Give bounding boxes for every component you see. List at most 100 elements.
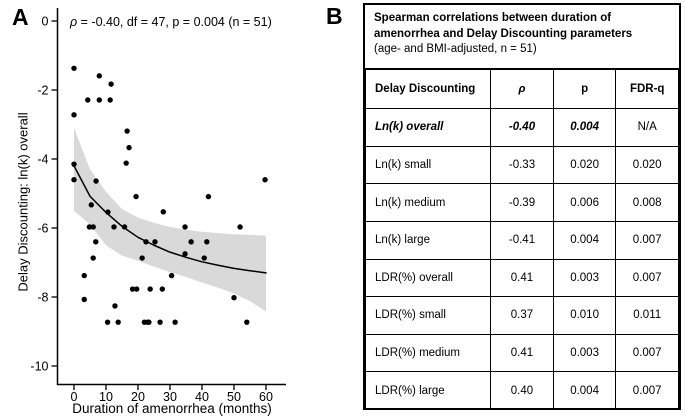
scatter-point (71, 177, 77, 183)
rho-cell: -0.33 (490, 145, 554, 185)
correlation-annotation: ρ = -0.40, df = 47, p = 0.004 (n = 51) (70, 15, 272, 29)
rho-cell: -0.39 (490, 183, 554, 222)
fdr-q-cell: 0.020 (615, 145, 679, 185)
scatter-point (188, 239, 194, 245)
p-cell: 0.004 (552, 220, 617, 260)
rho-cell: 0.40 (490, 371, 554, 410)
scatter-chart: 0 10 20 30 40 50 60 0 -2 -4 -6 -8 -10 (30, 8, 286, 404)
scatter-point (71, 161, 77, 167)
table-row: LDR(%) small 0.37 0.010 0.011 (364, 296, 679, 335)
y-axis-label: Delay Discounting: ln(k) overall (15, 112, 31, 292)
correlation-table: Spearman correlations between duration o… (363, 3, 681, 410)
table-row: Ln(k) small -0.33 0.020 0.020 (364, 145, 679, 185)
header-row: Delay Discounting ρ p FDR-q (364, 69, 679, 109)
p-cell: 0.006 (552, 183, 617, 222)
scatter-point (134, 286, 140, 292)
table-row: LDR(%) large 0.40 0.004 0.007 (364, 371, 679, 410)
scatter-point (90, 255, 96, 261)
rho-cell: 0.41 (490, 258, 554, 298)
scatter-point (88, 202, 94, 208)
scatter-point (111, 224, 117, 230)
y-tick-label: -2 (37, 84, 48, 98)
table-title: Spearman correlations between duration o… (365, 5, 679, 69)
scatter-point (93, 239, 99, 245)
p-cell: 0.020 (552, 145, 617, 185)
x-tick-label: 10 (99, 390, 113, 404)
column-header-rho: ρ (490, 69, 554, 109)
fdr-q-cell: 0.007 (615, 333, 679, 373)
scatter-point (182, 224, 188, 230)
x-tick-label: 40 (195, 390, 209, 404)
fdr-q-cell: N/A (615, 108, 679, 147)
column-header-fdr-q: FDR-q (615, 69, 679, 109)
scatter-point (81, 296, 87, 303)
scatter-point (143, 239, 149, 245)
x-tick-label: 30 (163, 390, 177, 404)
rho-cell: -0.40 (490, 108, 554, 147)
scatter-point (231, 294, 237, 301)
parameter-cell: Ln(k) medium (364, 183, 492, 222)
confidence-band (74, 127, 266, 312)
x-tick-label: 50 (227, 390, 241, 404)
scatter-point (107, 97, 113, 103)
scatter-point (71, 112, 77, 118)
panel-a-label: A (12, 4, 29, 30)
scatter-point (133, 193, 139, 200)
stats-table: Delay Discounting ρ p FDR-q Ln(k) overal… (364, 69, 679, 410)
parameter-cell: LDR(%) small (364, 296, 492, 335)
column-header-p: p (552, 69, 617, 109)
x-axis-label: Duration of amenorrhea (months) (72, 401, 272, 416)
y-tick-label: -10 (30, 360, 48, 374)
scatter-point (96, 73, 102, 79)
scatter-point (152, 239, 158, 245)
scatter-point (168, 272, 175, 279)
scatter-point (237, 224, 243, 230)
scatter-point (86, 224, 93, 230)
scatter-point (160, 209, 166, 215)
scatter-point (105, 209, 111, 215)
table-row: Ln(k) medium -0.39 0.006 0.008 (364, 183, 679, 222)
rho-cell: 0.37 (490, 296, 554, 335)
scatter-point (112, 303, 118, 309)
scatter-point (204, 239, 210, 245)
table-row: LDR(%) overall 0.41 0.003 0.007 (364, 258, 679, 298)
scatter-point (85, 97, 91, 103)
scatter-point (172, 319, 178, 325)
fdr-q-cell: 0.007 (615, 258, 679, 298)
scatter-point (205, 193, 212, 200)
x-tick-label: 60 (259, 390, 273, 404)
column-header-parameter: Delay Discounting (364, 69, 492, 109)
rho-cell: 0.41 (490, 333, 554, 373)
scatter-point (123, 160, 129, 166)
scatter-point (182, 251, 188, 257)
table-row: Ln(k) overall -0.40 0.004 N/A (364, 108, 679, 147)
panel-b-label: B (326, 3, 343, 29)
parameter-cell: LDR(%) medium (364, 333, 492, 373)
table-subtitle: (age- and BMI-adjusted, n = 51) (374, 43, 537, 56)
scatter-point (124, 128, 130, 134)
fdr-q-cell: 0.007 (615, 371, 679, 410)
fdr-q-cell: 0.008 (615, 183, 679, 222)
y-tick-label: 0 (42, 15, 49, 29)
p-cell: 0.003 (552, 258, 617, 298)
parameter-cell: Ln(k) overall (364, 108, 492, 147)
table-title-bold: Spearman correlations between duration o… (374, 12, 633, 40)
y-tick-label: -4 (37, 153, 48, 167)
scatter-point (81, 272, 87, 279)
rho-cell: -0.41 (490, 220, 554, 260)
table-row: Ln(k) large -0.41 0.004 0.007 (364, 220, 679, 260)
scatter-point (71, 65, 77, 71)
fdr-q-cell: 0.007 (615, 220, 679, 260)
scatter-point (159, 286, 166, 292)
scatter-point (93, 178, 99, 184)
scatter-point (244, 319, 250, 325)
scatter-point (147, 286, 153, 292)
p-cell: 0.010 (552, 296, 617, 335)
scatter-point (126, 144, 132, 151)
scatter-point (121, 224, 128, 230)
scatter-point (104, 319, 111, 325)
scatter-point (108, 81, 114, 87)
scatter-point (144, 319, 151, 325)
rho-symbol: ρ (70, 15, 78, 29)
